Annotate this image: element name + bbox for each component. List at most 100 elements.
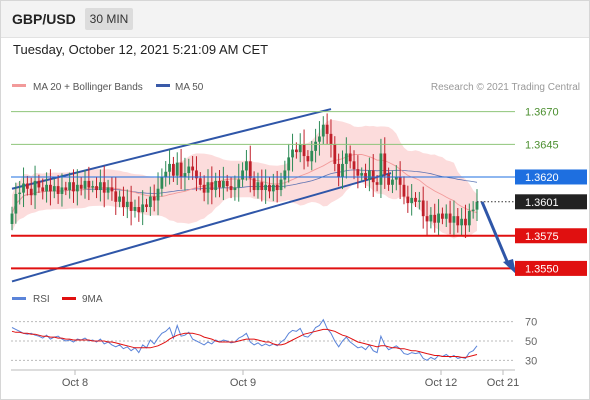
candle-body — [371, 170, 375, 183]
candle-body — [433, 214, 437, 223]
ma50-line — [11, 169, 478, 214]
candle-body — [268, 184, 271, 192]
candle-body — [133, 207, 137, 211]
candle-body — [302, 144, 306, 157]
candle-body — [110, 187, 114, 192]
candle-body — [367, 170, 371, 180]
candle-body — [298, 144, 302, 153]
candle-body — [356, 169, 360, 176]
candle-body — [321, 124, 325, 137]
candle-body — [410, 197, 414, 204]
candle-body — [260, 182, 264, 191]
candle-body — [333, 144, 337, 164]
candle-body — [64, 187, 68, 191]
candle-body — [122, 196, 125, 208]
candle-body — [87, 180, 91, 188]
candle-body — [79, 184, 83, 189]
candle-body — [248, 161, 252, 179]
candle-body — [287, 157, 291, 171]
candle-body — [414, 197, 417, 202]
candle-body — [417, 200, 421, 202]
candle-body — [164, 171, 168, 177]
time-tick-label: Oct 9 — [230, 377, 256, 389]
candle-body — [206, 182, 210, 193]
candle-body — [341, 163, 344, 177]
candle-body — [291, 149, 294, 158]
candle-body — [318, 136, 321, 142]
candle-body — [283, 170, 287, 180]
candle-body — [10, 213, 14, 224]
candle-body — [352, 161, 356, 170]
candle-body — [191, 166, 195, 171]
candle-body — [52, 186, 56, 192]
candle-body — [49, 184, 52, 192]
candle-body — [160, 176, 164, 189]
candle-body — [75, 184, 79, 192]
price-levels: 1.3670 1.3645 1.3620 1.3601 1.3575 1.3550 — [11, 107, 587, 276]
candle-body — [383, 153, 387, 175]
time-tick-label: Oct 8 — [62, 377, 88, 389]
level-badge-support — [515, 260, 587, 276]
candle-body — [175, 162, 179, 176]
candle-body — [72, 182, 75, 192]
candle-body — [379, 153, 383, 185]
ma50-legend-swatch — [156, 84, 170, 87]
candle-body — [148, 196, 152, 208]
candle-body — [118, 196, 122, 202]
candle-body — [252, 178, 256, 191]
rsi-ma-line — [11, 328, 478, 358]
candle-body — [202, 184, 206, 193]
ma20-legend-swatch — [12, 84, 26, 87]
level-badge-last — [515, 194, 587, 210]
candle-body — [402, 184, 406, 197]
candle-body — [264, 184, 268, 191]
candle-body — [218, 180, 221, 188]
level-label-pivot: 1.3620 — [525, 172, 559, 184]
candle-body — [437, 213, 440, 223]
candle-body — [198, 178, 202, 185]
candle-body — [394, 176, 398, 180]
candle-body — [56, 186, 60, 194]
candle-body — [387, 174, 391, 185]
candle-body — [275, 184, 279, 191]
candle-body — [179, 162, 183, 177]
candle-body — [221, 180, 225, 188]
header-bar: GBP/USD 30 MIN — [1, 1, 589, 38]
candle-body — [344, 153, 348, 164]
candle-body — [329, 133, 333, 145]
candle-body — [172, 163, 175, 176]
level-label-support: 1.3575 — [525, 231, 559, 243]
candle-body — [33, 180, 37, 196]
candle-body — [306, 156, 310, 162]
candle-body — [214, 180, 218, 191]
candle-body — [156, 188, 160, 201]
rsi-panel: 70 50 30 — [11, 317, 537, 367]
candle-body — [45, 184, 48, 192]
candle-body — [467, 210, 471, 226]
level-label-resistance: 1.3670 — [525, 107, 559, 119]
candle-body — [256, 182, 260, 191]
forecast-arrow-head — [503, 259, 516, 274]
candle-body — [456, 216, 460, 226]
candle-body — [225, 180, 229, 187]
rsi-ma-legend-swatch — [62, 297, 76, 300]
candle-body — [325, 124, 329, 134]
candle-body — [245, 161, 248, 171]
candle-body — [83, 180, 87, 189]
candle-body — [360, 173, 364, 176]
time-axis: Oct 8 Oct 9 Oct 12 Oct 21 — [11, 369, 519, 389]
timeframe-button[interactable]: 30 MIN — [85, 8, 133, 30]
candle-body — [229, 186, 233, 191]
candle-body — [141, 204, 145, 213]
rsi-tick-label: 50 — [525, 336, 537, 348]
candle-body — [444, 213, 448, 219]
candle-body — [237, 179, 241, 188]
channel-upper-line — [11, 108, 332, 190]
candle-body — [95, 186, 98, 191]
candle-body — [102, 182, 106, 193]
forecast-arrow-shaft — [480, 201, 511, 267]
channel-lower-line — [11, 172, 392, 283]
candle-body — [129, 201, 133, 211]
candle-body — [152, 196, 156, 201]
